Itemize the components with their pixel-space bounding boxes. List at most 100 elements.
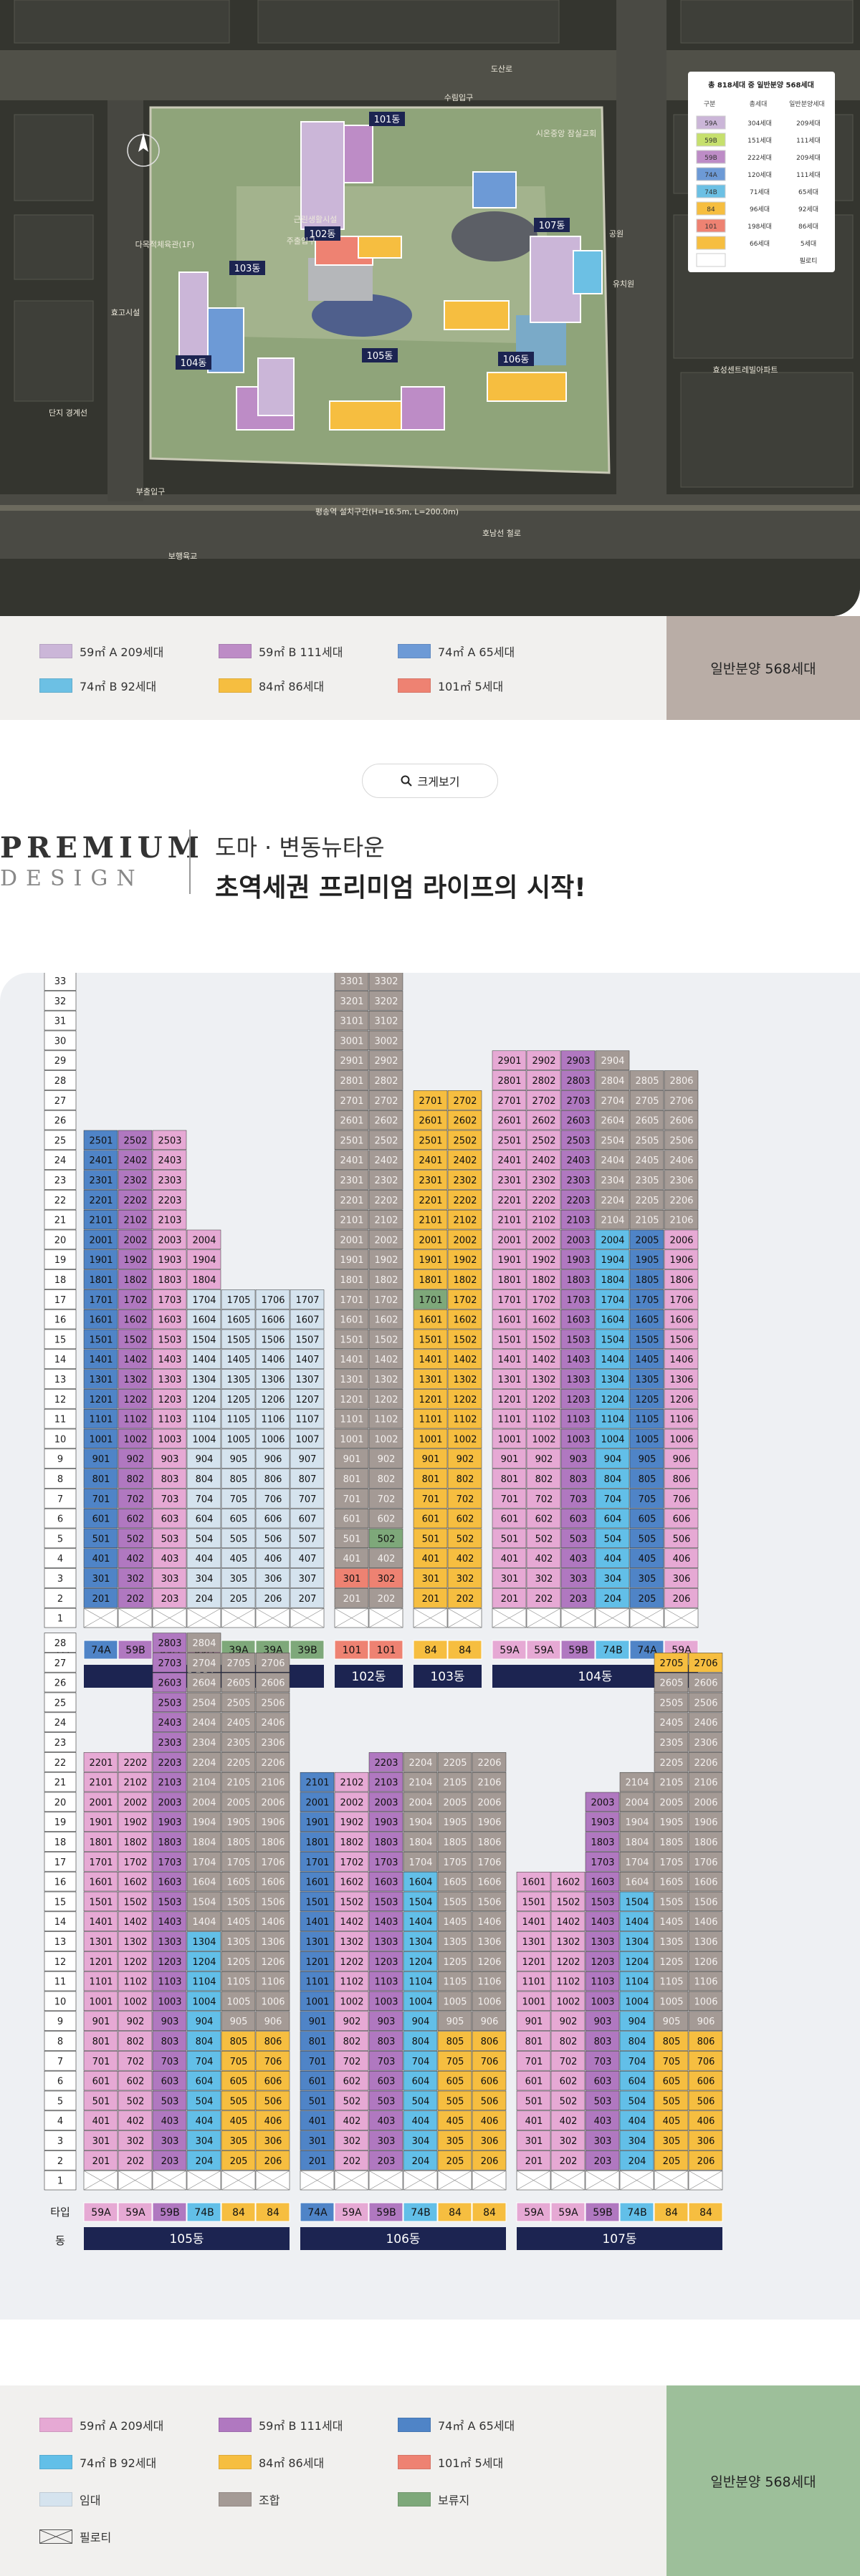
unit-number: 803: [161, 1474, 179, 1485]
unit-number: 201: [92, 2156, 110, 2167]
unit-number: 2203: [374, 1758, 398, 1769]
unit-number: 604: [412, 2077, 430, 2087]
unit-number: 3101: [340, 1017, 363, 1027]
unit-number: 606: [481, 2077, 499, 2087]
legend-label: 필로티: [80, 2531, 112, 2544]
unit-number: 1305: [226, 1937, 250, 1948]
unit-number: 1101: [340, 1415, 363, 1426]
unit-number: 205: [230, 2156, 248, 2167]
unit-cell: [334, 1070, 369, 1090]
building-tag: [176, 355, 211, 370]
headline-sub: 도마 · 변동뉴타운: [215, 834, 385, 861]
floor-number: 12: [54, 1395, 67, 1405]
unit-cell: [526, 1070, 561, 1090]
legend-swatch: [398, 2492, 431, 2507]
unit-number: 803: [378, 2037, 396, 2047]
unit-number: 605: [230, 2077, 248, 2087]
unit-number: 906: [481, 2017, 499, 2027]
unit-cell: [118, 1130, 153, 1150]
unit-number: 1301: [340, 1375, 363, 1385]
type-cell: [83, 1640, 118, 1660]
piloti-cross: [560, 1607, 596, 1628]
unit-number: 1507: [295, 1335, 319, 1345]
floor-number: 30: [54, 1036, 67, 1047]
unit-cell: [560, 1050, 596, 1070]
unit-number: 1702: [340, 1857, 363, 1868]
unit-cell: [221, 1508, 256, 1529]
apartment-block: [300, 121, 345, 230]
unit-number: 2804: [192, 1638, 216, 1649]
unit-cell: [290, 1309, 325, 1330]
unit-number: 404: [196, 2116, 214, 2127]
unit-number: 2602: [374, 1116, 398, 1127]
dong-name: 104동: [578, 1670, 612, 1684]
unit-number: 405: [230, 1554, 248, 1565]
unit-number: 306: [264, 2136, 282, 2147]
unit-cell: [152, 1508, 187, 1529]
unit-number: 2201: [340, 1196, 363, 1206]
unit-number: 1001: [89, 1434, 113, 1445]
unit-cell: [334, 1170, 369, 1190]
enlarge-view-button[interactable]: 크게보기: [362, 764, 498, 798]
unit-cell: [152, 1150, 187, 1170]
unit-number: 1801: [419, 1275, 442, 1286]
unit-cell: [526, 1528, 561, 1549]
unit-number: 2101: [305, 1778, 329, 1789]
unit-number: 2206: [477, 1758, 501, 1769]
unit-number: 1301: [497, 1375, 521, 1385]
unit-number: 1006: [261, 1434, 285, 1445]
unit-number: 1906: [477, 1817, 501, 1828]
unit-number: 1204: [192, 1395, 216, 1405]
unit-cell: [664, 1090, 699, 1110]
unit-cell: [413, 1229, 448, 1250]
unit-cell: [221, 1672, 256, 1693]
unit-number: 1204: [408, 1957, 432, 1968]
unit-number: 401: [525, 2116, 543, 2127]
unit-cell: [595, 1469, 630, 1489]
unit-number: 505: [663, 2096, 681, 2107]
unit-cell: [368, 1469, 403, 1489]
unit-cell: [221, 1951, 256, 1971]
type-label: 74B: [603, 1645, 622, 1656]
unit-cell: [334, 1448, 369, 1469]
unit-cell: [152, 2051, 187, 2071]
piloti-cross: [83, 2170, 118, 2191]
unit-number: 2602: [453, 1116, 477, 1127]
unit-cell: [255, 1309, 290, 1330]
unit-number: 2901: [497, 1056, 521, 1067]
unit-cell: [290, 1588, 325, 1608]
unit-cell: [290, 1508, 325, 1529]
unit-cell: [526, 1130, 561, 1150]
city-block: [14, 0, 230, 44]
unit-cell: [492, 1150, 527, 1170]
unit-cell: [560, 1349, 596, 1369]
floor-label-cell: [44, 1229, 77, 1250]
legend-item: 59㎡ A 209세대: [39, 637, 219, 665]
unit-cell: [221, 1712, 256, 1732]
unit-cell: [595, 1349, 630, 1369]
unit-cell: [368, 1090, 403, 1110]
unit-cell: [664, 1568, 699, 1588]
unit-number: 806: [673, 1474, 691, 1485]
unit-cell: [560, 1110, 596, 1130]
unit-number: 1002: [556, 1996, 580, 2007]
unit-number: 2203: [566, 1196, 590, 1206]
unit-number: 2703: [566, 1096, 590, 1107]
unit-number: 2002: [123, 1235, 147, 1246]
piloti-cross: [152, 2170, 187, 2191]
unit-number: 704: [604, 1494, 622, 1505]
map-label: 다목적체육관(1F): [135, 240, 195, 249]
unit-number: 2306: [261, 1738, 285, 1749]
unit-number: 2202: [374, 1196, 398, 1206]
unit-number: 1501: [522, 1897, 545, 1908]
floor-number: 24: [54, 1155, 67, 1166]
unit-number: 2803: [158, 1638, 181, 1649]
unit-cell: [221, 1871, 256, 1892]
search-icon: [401, 775, 412, 787]
unit-cell: [118, 1931, 153, 1951]
floor-number: 25: [54, 1698, 67, 1708]
unit-table-cell: 209세대: [796, 120, 821, 128]
unit-number: 1202: [374, 1395, 398, 1405]
dong-name: 102동: [351, 1670, 386, 1684]
unit-number: 2903: [566, 1056, 590, 1067]
